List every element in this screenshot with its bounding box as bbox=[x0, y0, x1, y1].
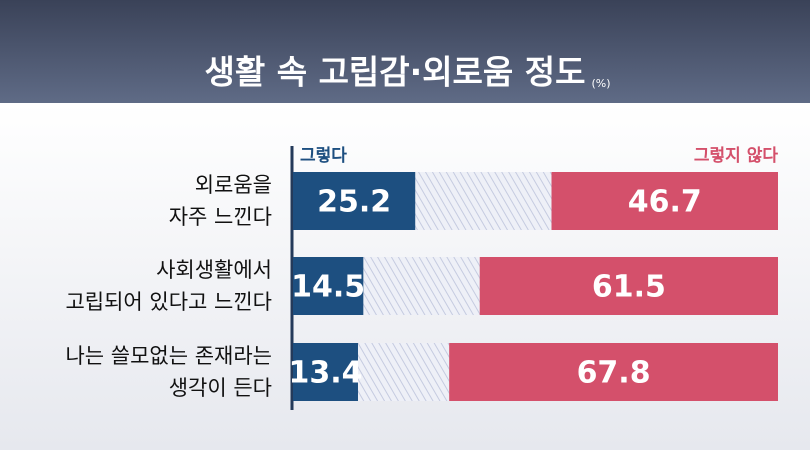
header-band bbox=[0, 0, 810, 103]
value-label: 13.4 bbox=[288, 356, 362, 391]
bar bbox=[551, 172, 778, 230]
value-label: 61.5 bbox=[592, 270, 666, 305]
category-label: 생각이 든다 bbox=[169, 376, 272, 400]
category-label: 나는 쓸모없는 존재라는 bbox=[65, 344, 272, 368]
series-label: 그렇지 않다 bbox=[694, 146, 778, 166]
value-label: 46.7 bbox=[628, 185, 702, 220]
category-label: 외로움을 bbox=[195, 173, 272, 197]
value-label: 25.2 bbox=[317, 185, 391, 220]
category-label: 고립되어 있다고 느낀다 bbox=[65, 290, 272, 314]
series-label: 그렇다 bbox=[300, 146, 347, 166]
chart-title: 생활 속 고립감·외로움 정도 bbox=[205, 53, 586, 92]
value-label: 67.8 bbox=[577, 356, 651, 391]
bar bbox=[293, 257, 364, 315]
bar bbox=[293, 343, 358, 401]
category-label: 자주 느낀다 bbox=[169, 205, 272, 229]
category-label: 사회생활에서 bbox=[156, 258, 272, 282]
value-label: 14.5 bbox=[291, 270, 365, 305]
bar bbox=[479, 257, 778, 315]
bar bbox=[293, 172, 416, 230]
unit-label: (%) bbox=[591, 77, 610, 90]
bar bbox=[449, 343, 778, 401]
